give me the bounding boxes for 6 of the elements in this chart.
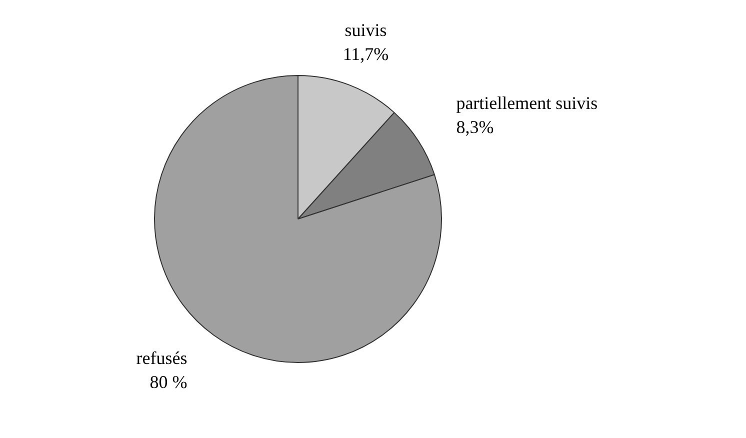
- slice-label: refusés: [136, 348, 188, 368]
- slice-label: suivis: [344, 20, 387, 40]
- slice-label: partiellement suivis: [456, 93, 598, 114]
- data-label: 11,7%: [342, 44, 389, 64]
- data-label: 80 %: [150, 372, 188, 392]
- data-label: 8,3%: [456, 117, 494, 138]
